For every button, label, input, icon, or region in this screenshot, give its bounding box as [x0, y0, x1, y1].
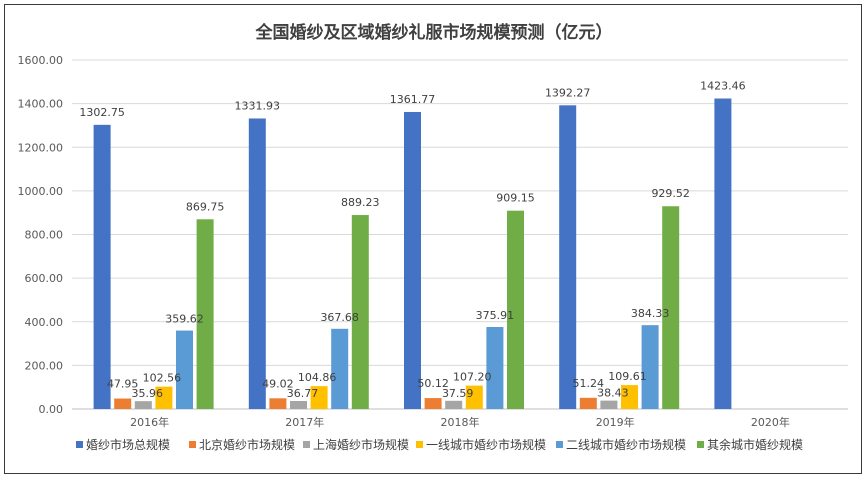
y-tick-label: 1600.00: [18, 54, 64, 67]
legend-label: 北京婚纱市场规模: [199, 437, 295, 452]
chart-title: 全国婚纱及区域婚纱礼服市场规模预测（亿元）: [255, 22, 613, 43]
bar: [714, 98, 732, 410]
bar: [176, 330, 193, 409]
legend-swatch: [303, 441, 310, 448]
x-axis-ticks: 2016年 2017年 2018年 2019年 2020年: [130, 415, 790, 429]
bar: [600, 400, 618, 409]
bar: [114, 398, 132, 409]
data-label: 1302.75: [79, 106, 125, 119]
bar: [331, 328, 349, 409]
bar: [465, 385, 483, 409]
bar: [486, 327, 504, 409]
data-label: 1423.46: [700, 80, 746, 93]
data-label: 51.24: [573, 377, 605, 390]
y-tick-label: 200.00: [25, 359, 64, 372]
bar: [445, 400, 463, 409]
data-label: 37.59: [442, 387, 474, 400]
data-label: 367.68: [320, 311, 359, 324]
bar: [579, 397, 597, 409]
x-tick-label: 2020年: [751, 415, 790, 429]
data-label: 109.61: [608, 370, 647, 383]
data-label: 869.75: [186, 200, 225, 213]
data-label: 929.52: [651, 187, 690, 200]
y-tick-label: 400.00: [25, 316, 64, 329]
data-label: 1392.27: [545, 86, 591, 99]
data-label: 1331.93: [235, 99, 281, 112]
y-tick-label: 0.00: [39, 403, 64, 416]
legend-label: 婚纱市场总规模: [86, 437, 170, 452]
data-label: 49.02: [262, 377, 294, 390]
data-label: 889.23: [341, 196, 380, 209]
bar: [155, 386, 173, 409]
bar: [269, 398, 287, 409]
bar: [134, 401, 152, 409]
bar: [290, 400, 307, 409]
data-label: 359.62: [165, 313, 204, 326]
bar: [404, 111, 421, 409]
y-tick-label: 1200.00: [18, 141, 64, 154]
legend-label: 二线城市婚纱市场规模: [566, 437, 686, 452]
bar: [507, 210, 524, 409]
data-label: 909.15: [496, 192, 535, 205]
bar: [310, 386, 328, 409]
data-label: 36.77: [287, 387, 319, 400]
legend: 婚纱市场总规模 北京婚纱市场规模 上海婚纱市场规模 一线城市婚纱市场规模 二线城市婚纱市…: [76, 437, 803, 452]
data-label: 102.56: [143, 372, 182, 385]
bar: [248, 118, 266, 409]
bar: [641, 325, 659, 409]
data-label: 1361.77: [390, 93, 436, 106]
legend-swatch: [189, 441, 196, 448]
bar: [559, 105, 577, 410]
bar: [196, 219, 214, 409]
y-axis-ticks: 0.00 200.00 400.00 600.00 800.00 1000.00 1200.…: [18, 54, 64, 416]
x-tick-label: 2016年: [130, 415, 169, 429]
legend-swatch: [556, 441, 563, 448]
bar: [424, 398, 442, 409]
legend-label: 一线城市婚纱市场规模: [426, 437, 546, 452]
data-label: 35.96: [132, 387, 164, 400]
data-label: 50.12: [417, 377, 449, 390]
legend-swatch: [76, 441, 83, 448]
legend-label: 上海婚纱市场规模: [313, 437, 409, 452]
bar: [351, 215, 369, 409]
legend-swatch: [697, 441, 704, 448]
bar: [621, 385, 638, 409]
y-tick-label: 600.00: [25, 272, 64, 285]
legend-swatch: [416, 441, 423, 448]
x-tick-label: 2017年: [285, 415, 324, 429]
data-label: 38.43: [597, 387, 629, 400]
data-label: 107.20: [453, 371, 492, 384]
bar: [93, 124, 111, 410]
y-tick-label: 800.00: [25, 229, 64, 242]
y-tick-label: 1000.00: [18, 185, 64, 198]
bars: [93, 98, 732, 410]
data-label: 104.86: [298, 371, 337, 384]
x-tick-label: 2019年: [596, 415, 635, 429]
data-label: 47.95: [107, 378, 139, 391]
bar: [662, 206, 680, 409]
x-tick-label: 2018年: [441, 415, 480, 429]
legend-label: 其余城市婚纱规模: [707, 437, 803, 452]
y-tick-label: 1400.00: [18, 98, 64, 111]
data-label: 384.33: [631, 307, 670, 320]
data-label: 375.91: [476, 309, 515, 322]
